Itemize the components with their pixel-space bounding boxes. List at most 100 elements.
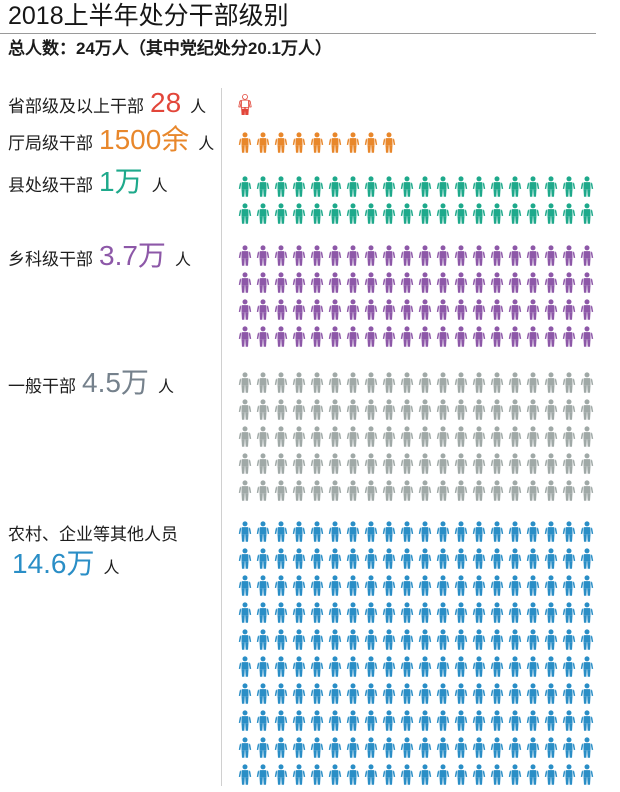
person-icon: [454, 453, 468, 474]
person-icon: [346, 710, 360, 731]
person-icon: [562, 629, 576, 650]
person-icon: [310, 453, 324, 474]
person-icon: [310, 602, 324, 623]
category-name: 厅局级干部: [8, 134, 93, 153]
person-icon: [292, 764, 306, 785]
person-icon: [400, 683, 414, 704]
person-icon: [508, 299, 522, 320]
person-icon: [256, 737, 270, 758]
person-icon: [328, 299, 342, 320]
person-icon: [364, 683, 378, 704]
person-icon: [508, 737, 522, 758]
person-icon: [400, 764, 414, 785]
person-icon: [562, 326, 576, 347]
person-icon: [346, 602, 360, 623]
person-icon: [274, 399, 288, 420]
person-icon: [526, 548, 540, 569]
person-icon: [526, 737, 540, 758]
person-icon: [490, 710, 504, 731]
person-icon: [238, 521, 252, 542]
person-icon: [436, 299, 450, 320]
person-icon: [292, 710, 306, 731]
person-icon: [580, 453, 594, 474]
person-icon: [382, 176, 396, 197]
person-icon: [346, 372, 360, 393]
person-icon: [256, 203, 270, 224]
person-icon: [544, 272, 558, 293]
person-icon: [238, 426, 252, 447]
person-icon: [490, 683, 504, 704]
page-title: 2018上半年处分干部级别: [8, 2, 289, 30]
person-icon: [364, 602, 378, 623]
person-icon: [526, 575, 540, 596]
person-icon: [472, 480, 486, 501]
person-icon: [526, 426, 540, 447]
person-icon: [526, 521, 540, 542]
person-icon: [382, 656, 396, 677]
person-icon: [292, 399, 306, 420]
person-icon: [292, 521, 306, 542]
person-icon: [382, 602, 396, 623]
person-icon: [328, 326, 342, 347]
person-icon: [472, 521, 486, 542]
person-icon: [508, 426, 522, 447]
person-icon: [292, 575, 306, 596]
person-icon: [364, 272, 378, 293]
person-icon: [238, 575, 252, 596]
person-icon: [382, 521, 396, 542]
person-icon: [562, 480, 576, 501]
person-icon: [544, 453, 558, 474]
person-icon: [418, 629, 432, 650]
person-icon: [238, 683, 252, 704]
person-icon: [508, 710, 522, 731]
person-icon: [346, 480, 360, 501]
person-icon: [346, 629, 360, 650]
person-icon: [472, 764, 486, 785]
person-icon: [472, 737, 486, 758]
person-icon: [508, 272, 522, 293]
person-icon: [526, 602, 540, 623]
category-value: 1万: [99, 166, 143, 197]
person-icon: [508, 602, 522, 623]
category-township: 乡科级干部 3.7万人: [8, 241, 191, 271]
person-icon: [454, 710, 468, 731]
person-icon: [382, 272, 396, 293]
person-icon: [292, 656, 306, 677]
person-icon: [256, 548, 270, 569]
person-icon: [580, 326, 594, 347]
person-icon: [418, 521, 432, 542]
person-icon: [238, 326, 252, 347]
person-icon: [418, 453, 432, 474]
person-icon: [292, 245, 306, 266]
person-icon: [436, 176, 450, 197]
person-icon: [256, 176, 270, 197]
category-name: 一般干部: [8, 377, 76, 396]
person-icon: [328, 575, 342, 596]
category-other-value-row: 14.6万人: [12, 549, 120, 579]
person-icon: [328, 710, 342, 731]
person-icon: [292, 176, 306, 197]
person-icon: [256, 372, 270, 393]
person-icon: [400, 399, 414, 420]
person-icon: [580, 575, 594, 596]
person-icon: [490, 656, 504, 677]
person-icon: [472, 575, 486, 596]
category-name: 省部级及以上干部: [8, 97, 144, 116]
category-value: 3.7万: [99, 240, 166, 271]
person-icon: [418, 272, 432, 293]
person-icon: [400, 372, 414, 393]
person-icon: [544, 548, 558, 569]
person-icon: [364, 629, 378, 650]
person-icon: [328, 656, 342, 677]
person-icon: [454, 203, 468, 224]
person-icon: [526, 683, 540, 704]
person-icon: [454, 372, 468, 393]
person-icon: [418, 575, 432, 596]
person-icon: [562, 399, 576, 420]
person-icon: [580, 372, 594, 393]
icon-group-other: [238, 521, 594, 785]
person-icon: [274, 656, 288, 677]
person-icon: [418, 245, 432, 266]
person-icon: [364, 372, 378, 393]
person-icon: [328, 683, 342, 704]
